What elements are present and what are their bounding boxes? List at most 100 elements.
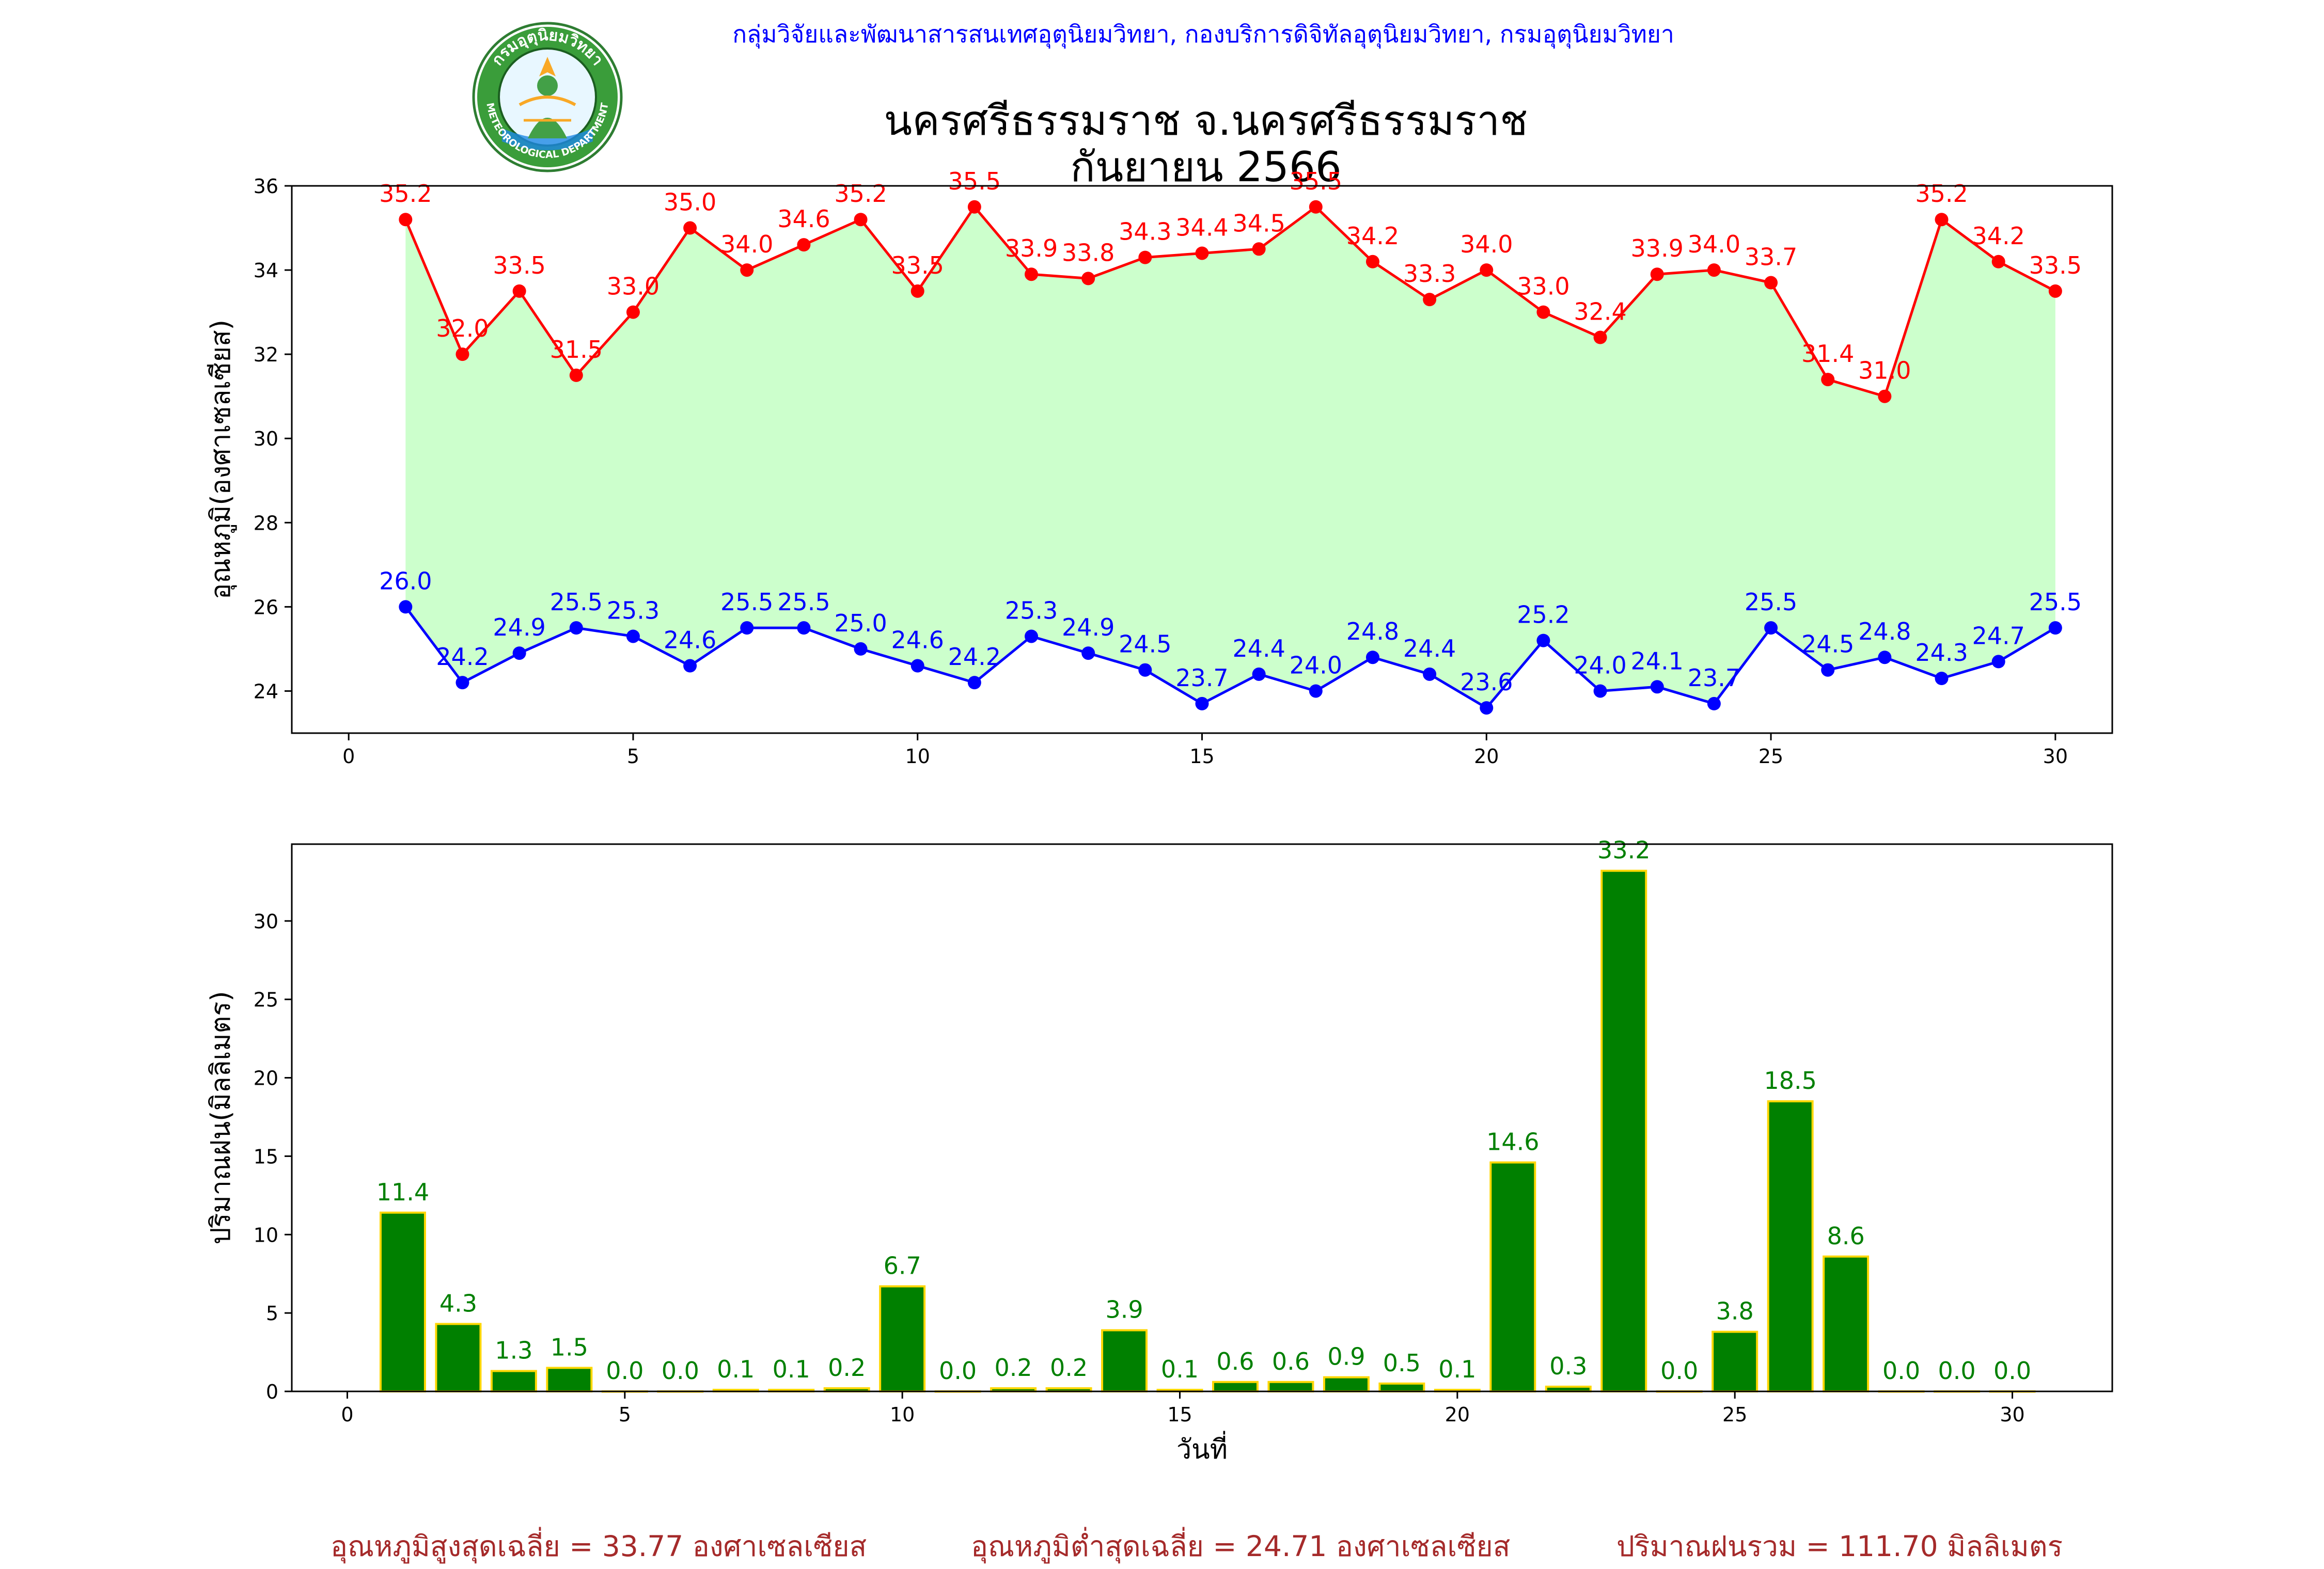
rain-bar [1600, 869, 1647, 1392]
max-temp-point [967, 200, 981, 214]
max-temp-data-label: 35.0 [664, 188, 716, 216]
rain-bar [1489, 1161, 1536, 1392]
max-temp-point [1707, 263, 1721, 277]
rain-bar [1267, 1381, 1314, 1393]
max-temp-data-label: 34.3 [1119, 218, 1171, 246]
min-temp-point [399, 600, 413, 614]
min-temp-data-label: 25.5 [550, 588, 603, 616]
max-temp-data-label: 33.9 [1005, 234, 1058, 262]
min-temp-data-label: 24.7 [1972, 622, 2024, 649]
chart-title-period: กันยายน 2566 [1070, 143, 1342, 191]
max-temp-point [910, 284, 924, 298]
min-temp-data-label: 24.3 [1915, 639, 1968, 667]
min-temp-data-label: 25.5 [720, 588, 773, 616]
chart-title-station: นครศรีธรรมราช จ.นครศรีธรรมราช [884, 97, 1528, 145]
min-temp-point [1195, 696, 1209, 710]
rain-data-label: 14.6 [1486, 1128, 1539, 1156]
max-temp-line [404, 204, 2056, 398]
rain-x-tick-label: 10 [890, 1403, 915, 1426]
min-temp-point [1935, 672, 1949, 685]
min-temp-point [1593, 684, 1607, 698]
min-temp-data-label: 25.3 [607, 596, 659, 624]
rain-data-label: 0.0 [606, 1357, 643, 1385]
min-temp-point [1707, 696, 1721, 710]
summary-avg-max-temp: อุณหภูมิสูงสุดเฉลี่ย = 33.77 องศาเซลเซีย… [331, 1530, 867, 1563]
min-temp-data-label: 24.5 [1801, 630, 1854, 658]
min-temp-data-label: 24.6 [664, 626, 716, 654]
rain-bar [879, 1285, 926, 1393]
min-temp-point [1480, 701, 1494, 715]
max-temp-data-label: 33.0 [607, 273, 659, 300]
agency-header: กลุ่มวิจัยและพัฒนาสารสนเทศอุตุนิยมวิทยา,… [732, 20, 1674, 48]
min-temp-point [626, 629, 640, 643]
rain-data-label: 0.0 [939, 1357, 977, 1385]
max-temp-point [1423, 293, 1437, 307]
rain-bar [1767, 1100, 1814, 1392]
max-temp-point [1593, 330, 1607, 344]
min-temp-data-label: 23.7 [1175, 664, 1228, 692]
max-temp-data-label: 33.5 [493, 251, 545, 279]
min-temp-data-label: 24.8 [1858, 617, 1911, 645]
max-temp-point [1081, 272, 1095, 286]
rain-data-label: 0.0 [662, 1357, 699, 1385]
max-temp-point [512, 284, 526, 298]
rain-data-label: 4.3 [439, 1289, 477, 1317]
meteorological-department-logo: กรมอุตุนิยมวิทยา METEOROLOGICAL DEPARTME… [472, 22, 623, 172]
max-temp-point [854, 213, 868, 227]
rain-x-axis-label: วันที่ [1176, 1431, 1228, 1465]
max-temp-data-label: 33.9 [1631, 234, 1684, 262]
max-temp-data-label: 35.2 [379, 180, 432, 208]
rain-bar [490, 1370, 537, 1393]
rain-data-label: 0.9 [1327, 1343, 1365, 1371]
min-temp-data-label: 24.4 [1403, 635, 1456, 662]
rain-x-tick-label: 25 [1722, 1403, 1747, 1426]
max-temp-data-label: 34.5 [1232, 209, 1285, 237]
min-temp-point [740, 621, 754, 635]
rain-plot-frame [291, 843, 2113, 1392]
max-temp-point [740, 263, 754, 277]
min-temp-point [456, 676, 469, 690]
temp-x-tick-label: 25 [1758, 745, 1783, 768]
rain-y-tick-label: 5 [266, 1302, 278, 1325]
max-temp-point [1365, 255, 1379, 268]
min-temp-data-label: 24.2 [948, 643, 1001, 671]
min-temp-data-label: 25.5 [777, 588, 830, 616]
summary-total-rain: ปริมาณฝนรวม = 111.70 มิลลิเมตร [1616, 1530, 2063, 1563]
max-temp-point [1821, 373, 1835, 387]
rain-data-label: 0.1 [773, 1355, 810, 1383]
rain-data-label: 11.4 [376, 1178, 429, 1206]
rain-data-label: 3.9 [1105, 1296, 1143, 1324]
min-temp-data-label: 24.8 [1346, 617, 1399, 645]
max-temp-point [399, 213, 413, 227]
rain-data-label: 0.6 [1272, 1348, 1310, 1375]
min-temp-point [967, 676, 981, 690]
rain-data-label: 0.2 [1050, 1354, 1088, 1382]
min-temp-data-label: 23.7 [1688, 664, 1740, 692]
rain-y-tick-label: 25 [254, 989, 278, 1011]
min-temp-point [1764, 621, 1778, 635]
min-temp-data-label: 24.2 [436, 643, 489, 671]
min-temp-point [1025, 629, 1039, 643]
max-temp-data-label: 34.2 [1346, 222, 1399, 250]
temp-y-tick-label: 24 [254, 680, 278, 703]
max-temp-point [1536, 305, 1550, 319]
rain-data-label: 0.6 [1216, 1348, 1254, 1375]
max-temp-data-label: 32.4 [1574, 298, 1626, 326]
temp-y-axis-label: อุณหภูมิ(องศาเซลเซียส) [206, 320, 237, 599]
max-temp-point [1195, 246, 1209, 260]
min-temp-data-label: 24.1 [1631, 647, 1684, 675]
temp-y-tick-label: 32 [254, 343, 278, 366]
max-temp-point [1935, 213, 1949, 227]
temp-x-tick-label: 15 [1189, 745, 1214, 768]
max-temp-data-label: 35.2 [1915, 180, 1968, 208]
rain-data-label: 6.7 [884, 1252, 921, 1280]
max-temp-data-label: 35.5 [1290, 167, 1342, 195]
min-temp-point [1878, 651, 1892, 664]
temp-y-tick-label: 26 [254, 596, 278, 619]
max-temp-data-label: 32.0 [436, 314, 489, 342]
max-temp-data-label: 35.2 [834, 180, 887, 208]
temp-y-tick-label: 28 [254, 512, 278, 534]
rain-data-label: 0.0 [1882, 1357, 1920, 1385]
rain-data-label: 8.6 [1827, 1222, 1865, 1250]
